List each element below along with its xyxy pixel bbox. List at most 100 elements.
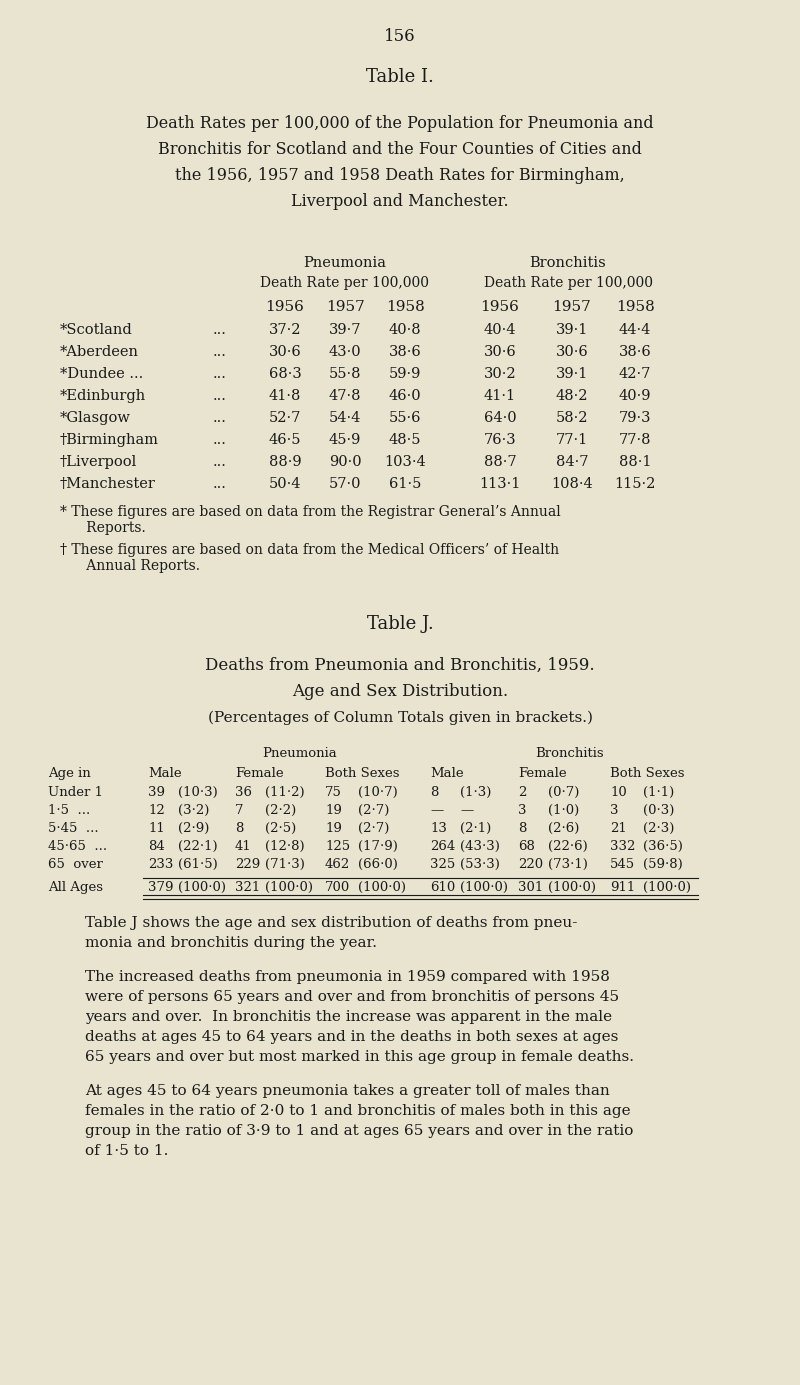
Text: †Liverpool: †Liverpool <box>60 456 138 470</box>
Text: 39·7: 39·7 <box>329 323 362 337</box>
Text: 8: 8 <box>518 823 526 835</box>
Text: Reports.: Reports. <box>60 521 146 535</box>
Text: 2: 2 <box>518 787 526 799</box>
Text: ...: ... <box>213 389 227 403</box>
Text: 13: 13 <box>430 823 447 835</box>
Text: 1958: 1958 <box>386 301 424 314</box>
Text: 229: 229 <box>235 857 260 871</box>
Text: 84·7: 84·7 <box>556 456 588 470</box>
Text: ...: ... <box>213 367 227 381</box>
Text: 30·6: 30·6 <box>484 345 516 359</box>
Text: *Edinburgh: *Edinburgh <box>60 389 146 403</box>
Text: Bronchitis: Bronchitis <box>530 256 606 270</box>
Text: 75: 75 <box>325 787 342 799</box>
Text: 103·4: 103·4 <box>384 456 426 470</box>
Text: 700: 700 <box>325 881 350 893</box>
Text: 321: 321 <box>235 881 260 893</box>
Text: (2·3): (2·3) <box>643 823 674 835</box>
Text: (3·2): (3·2) <box>178 805 210 817</box>
Text: 42·7: 42·7 <box>619 367 651 381</box>
Text: (36·5): (36·5) <box>643 839 683 853</box>
Text: * These figures are based on data from the Registrar General’s Annual: * These figures are based on data from t… <box>60 506 561 519</box>
Text: 61·5: 61·5 <box>389 476 421 492</box>
Text: 52·7: 52·7 <box>269 411 301 425</box>
Text: 19: 19 <box>325 823 342 835</box>
Text: Male: Male <box>148 767 182 780</box>
Text: The increased deaths from pneumonia in 1959 compared with 1958: The increased deaths from pneumonia in 1… <box>85 969 610 983</box>
Text: Age in: Age in <box>48 767 90 780</box>
Text: 38·6: 38·6 <box>389 345 422 359</box>
Text: 55·8: 55·8 <box>329 367 362 381</box>
Text: (0·7): (0·7) <box>548 787 579 799</box>
Text: 108·4: 108·4 <box>551 476 593 492</box>
Text: 40·4: 40·4 <box>484 323 516 337</box>
Text: Table J.: Table J. <box>366 615 434 633</box>
Text: 88·1: 88·1 <box>618 456 651 470</box>
Text: 11: 11 <box>148 823 165 835</box>
Text: 36: 36 <box>235 787 252 799</box>
Text: ...: ... <box>213 411 227 425</box>
Text: Bronchitis for Scotland and the Four Counties of Cities and: Bronchitis for Scotland and the Four Cou… <box>158 141 642 158</box>
Text: 39·1: 39·1 <box>556 367 588 381</box>
Text: 1957: 1957 <box>553 301 591 314</box>
Text: 5·45  ...: 5·45 ... <box>48 823 98 835</box>
Text: Death Rates per 100,000 of the Population for Pneumonia and: Death Rates per 100,000 of the Populatio… <box>146 115 654 132</box>
Text: 37·2: 37·2 <box>269 323 302 337</box>
Text: Death Rate per 100,000: Death Rate per 100,000 <box>261 276 430 289</box>
Text: 57·0: 57·0 <box>329 476 362 492</box>
Text: 65  over: 65 over <box>48 857 103 871</box>
Text: 46·0: 46·0 <box>389 389 422 403</box>
Text: (100·0): (100·0) <box>178 881 226 893</box>
Text: 3: 3 <box>518 805 526 817</box>
Text: 30·6: 30·6 <box>556 345 588 359</box>
Text: (100·0): (100·0) <box>358 881 406 893</box>
Text: 1·5  ...: 1·5 ... <box>48 805 90 817</box>
Text: (2·7): (2·7) <box>358 823 390 835</box>
Text: (2·1): (2·1) <box>460 823 491 835</box>
Text: 88·7: 88·7 <box>484 456 516 470</box>
Text: 1956: 1956 <box>266 301 305 314</box>
Text: 156: 156 <box>384 28 416 44</box>
Text: 220: 220 <box>518 857 543 871</box>
Text: (53·3): (53·3) <box>460 857 500 871</box>
Text: 911: 911 <box>610 881 635 893</box>
Text: monia and bronchitis during the year.: monia and bronchitis during the year. <box>85 936 377 950</box>
Text: 39: 39 <box>148 787 165 799</box>
Text: At ages 45 to 64 years pneumonia takes a greater toll of males than: At ages 45 to 64 years pneumonia takes a… <box>85 1084 610 1098</box>
Text: 41: 41 <box>235 839 252 853</box>
Text: (1·0): (1·0) <box>548 805 579 817</box>
Text: 43·0: 43·0 <box>329 345 362 359</box>
Text: 44·4: 44·4 <box>619 323 651 337</box>
Text: 19: 19 <box>325 805 342 817</box>
Text: 233: 233 <box>148 857 174 871</box>
Text: (10·3): (10·3) <box>178 787 218 799</box>
Text: 55·6: 55·6 <box>389 411 422 425</box>
Text: 38·6: 38·6 <box>618 345 651 359</box>
Text: Female: Female <box>518 767 566 780</box>
Text: (22·6): (22·6) <box>548 839 588 853</box>
Text: 113·1: 113·1 <box>479 476 521 492</box>
Text: (43·3): (43·3) <box>460 839 500 853</box>
Text: (61·5): (61·5) <box>178 857 218 871</box>
Text: 30·6: 30·6 <box>269 345 302 359</box>
Text: ...: ... <box>213 476 227 492</box>
Text: Liverpool and Manchester.: Liverpool and Manchester. <box>291 193 509 211</box>
Text: 64·0: 64·0 <box>484 411 516 425</box>
Text: ...: ... <box>213 345 227 359</box>
Text: (2·5): (2·5) <box>265 823 296 835</box>
Text: 45·9: 45·9 <box>329 434 361 447</box>
Text: †Manchester: †Manchester <box>60 476 156 492</box>
Text: (2·7): (2·7) <box>358 805 390 817</box>
Text: 90·0: 90·0 <box>329 456 362 470</box>
Text: 39·1: 39·1 <box>556 323 588 337</box>
Text: (17·9): (17·9) <box>358 839 398 853</box>
Text: (2·9): (2·9) <box>178 823 210 835</box>
Text: 48·2: 48·2 <box>556 389 588 403</box>
Text: deaths at ages 45 to 64 years and in the deaths in both sexes at ages: deaths at ages 45 to 64 years and in the… <box>85 1030 618 1044</box>
Text: (1·1): (1·1) <box>643 787 674 799</box>
Text: 462: 462 <box>325 857 350 871</box>
Text: (2·2): (2·2) <box>265 805 296 817</box>
Text: 77·8: 77·8 <box>618 434 651 447</box>
Text: 41·1: 41·1 <box>484 389 516 403</box>
Text: 40·8: 40·8 <box>389 323 422 337</box>
